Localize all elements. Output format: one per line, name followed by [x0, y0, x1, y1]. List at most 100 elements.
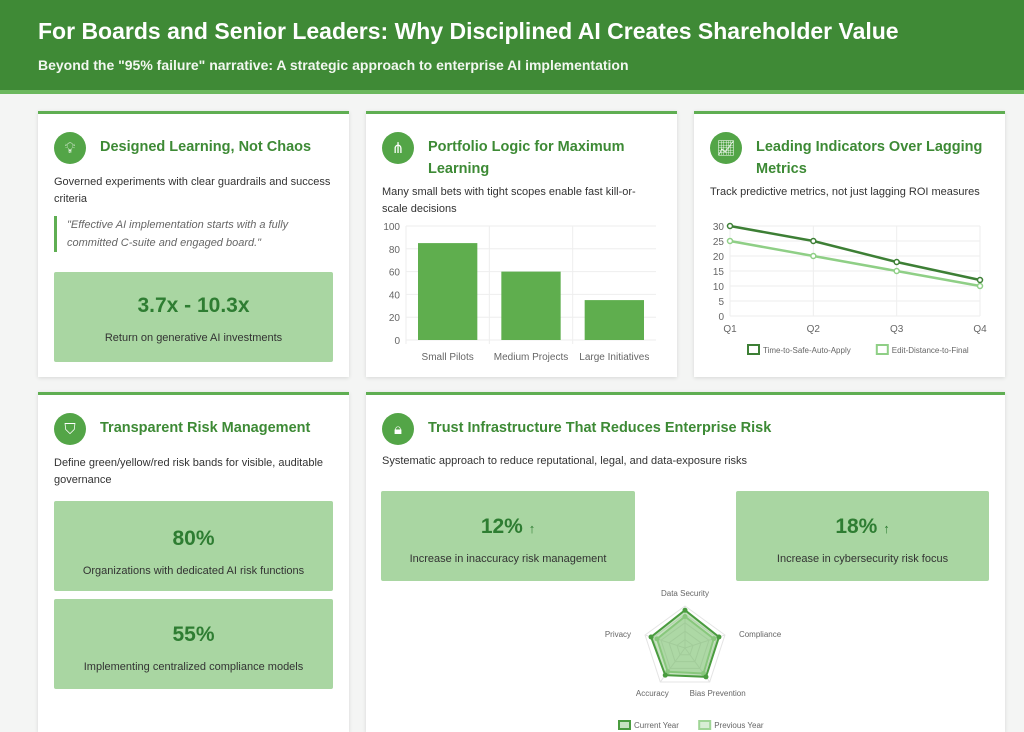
series-area: [655, 615, 715, 675]
stat-box: 3.7x - 10.3x Return on generative AI inv…: [54, 272, 333, 362]
stat-label: Increase in inaccuracy risk management: [409, 553, 607, 565]
data-point: [682, 614, 688, 619]
stat-label: Organizations with dedicated AI risk fun…: [82, 565, 305, 577]
axis-label: Privacy: [605, 630, 631, 639]
stat-label: Increase in cybersecurity risk focus: [776, 553, 949, 565]
x-tick-label: Q2: [807, 324, 821, 335]
data-point: [893, 267, 900, 275]
card-title: Trust Infrastructure That Reduces Enterp…: [428, 420, 772, 436]
radar-grid: [676, 638, 694, 656]
stat-box: 18% ↑ Increase in cybersecurity risk foc…: [736, 491, 989, 581]
radar-grid: [644, 605, 726, 683]
bar-chart: 0 20 40 60 80 100 Small Pilots Medium Projects L…: [383, 222, 656, 363]
y-tick-label: 5: [718, 297, 724, 308]
legend-label: Edit-Distance-to-Final: [892, 346, 969, 355]
bar: [584, 300, 644, 340]
card-description: Track predictive metrics, not just laggi…: [710, 186, 980, 198]
quote: "Effective AI implementation starts with…: [54, 216, 333, 252]
legend-swatch: [698, 720, 712, 730]
y-tick-label: 25: [713, 237, 725, 248]
card-description: Governed experiments with clear guardrai…: [54, 176, 331, 205]
data-point: [893, 258, 900, 266]
data-point: [726, 237, 734, 245]
legend-label: Time-to-Safe-Auto-Apply: [763, 346, 851, 355]
x-tick-label: Small Pilots: [422, 352, 474, 363]
card-title: Portfolio Logic for Maximum Learning: [428, 139, 625, 177]
data-point: [810, 237, 817, 245]
data-point: [662, 672, 668, 678]
card-description: Define green/yellow/red risk bands for v…: [54, 457, 324, 486]
bar: [501, 271, 561, 340]
y-tick-label: 80: [389, 245, 401, 256]
stat-value: 55%: [172, 623, 215, 646]
y-tick-label: 60: [389, 268, 401, 279]
data-point: [810, 252, 817, 260]
axis-label: Data Security: [661, 589, 709, 598]
data-point: [726, 222, 734, 230]
x-tick-label: Q3: [890, 324, 904, 335]
stat-value: 3.7x - 10.3x: [137, 294, 250, 317]
stat-value: 18%: [835, 515, 878, 538]
stat-value: 80%: [172, 527, 215, 550]
radar-chart: Data Security Compliance Bias Prevention Ac…: [605, 589, 782, 730]
series-line: [729, 224, 981, 282]
line-chart: 0 5 10 15 20 25 30 Q1 Q2 Q3 Q4 Time-to-Safe-Auto-Ap…: [713, 222, 987, 355]
data-point: [976, 282, 984, 290]
series-line: [729, 239, 981, 288]
data-point: [682, 607, 688, 613]
legend-label: Current Year: [634, 721, 679, 730]
x-tick-label: Q4: [973, 324, 987, 335]
stat-box: 55% Implementing centralized compliance …: [54, 599, 333, 689]
card-title: Transparent Risk Management: [100, 420, 311, 436]
network-icon: ⋔: [382, 132, 414, 164]
data-point: [711, 636, 717, 642]
axis-label: Bias Prevention: [690, 689, 746, 698]
card-leading-indicators: 📈︎ Leading Indicators Over Lagging Metric…: [694, 111, 1005, 377]
y-tick-label: 0: [718, 312, 724, 323]
x-tick-label: Medium Projects: [494, 352, 568, 363]
series-area: [649, 608, 721, 678]
data-point: [703, 674, 709, 680]
data-point: [716, 634, 722, 640]
y-tick-label: 20: [389, 313, 401, 324]
stat-label: Return on generative AI investments: [104, 332, 283, 344]
radar-grid: [668, 630, 702, 663]
legend-swatch: [875, 344, 889, 355]
lock-icon: 🔒︎: [382, 413, 414, 445]
y-tick-label: 0: [394, 336, 400, 347]
page-header: For Boards and Senior Leaders: Why Disci…: [0, 0, 1024, 94]
card-trust-infrastructure: 🔒︎ Trust Infrastructure That Reduces Ente…: [366, 392, 1005, 732]
data-point: [976, 276, 984, 284]
card-risk-management: ⛉ Transparent Risk Management Define gree…: [38, 392, 349, 732]
y-tick-label: 30: [713, 222, 725, 233]
y-tick-label: 10: [713, 282, 725, 293]
lightbulb-icon: 💡︎: [54, 132, 86, 164]
axis-label: Compliance: [739, 630, 782, 639]
x-tick-label: Large Initiatives: [579, 352, 649, 363]
page-subtitle: Beyond the "95% failure" narrative: A st…: [38, 57, 629, 73]
chart-line-icon: 📈︎: [710, 132, 742, 164]
shield-icon: ⛉: [54, 413, 86, 445]
data-point: [654, 636, 660, 642]
arrow-up-icon: ↑: [528, 521, 536, 536]
arrow-up-icon: ↑: [883, 521, 890, 536]
page-title: For Boards and Senior Leaders: Why Disci…: [38, 18, 899, 44]
card-designed-learning: 💡︎ Designed Learning, Not Chaos Governed …: [38, 111, 349, 377]
x-tick-label: Q1: [723, 324, 737, 335]
legend-swatch: [747, 344, 760, 355]
card-portfolio-logic: ⋔ Portfolio Logic for Maximum Learning Ma…: [366, 111, 677, 377]
axis-label: Accuracy: [636, 689, 669, 698]
legend-swatch: [618, 720, 631, 730]
stat-value: 12%: [480, 515, 523, 538]
data-point: [648, 634, 654, 640]
stat-box: 12% ↑ Increase in inaccuracy risk manage…: [381, 491, 635, 581]
legend-label: Previous Year: [714, 721, 764, 730]
bar: [418, 243, 478, 340]
card-description: Many small bets with tight scopes enable…: [382, 186, 636, 215]
radar-grid: [660, 622, 710, 669]
card-description: Systematic approach to reduce reputation…: [382, 455, 748, 467]
stat-box: 80% Organizations with dedicated AI risk…: [54, 501, 333, 591]
stat-label: Implementing centralized compliance mode…: [83, 661, 304, 673]
y-tick-label: 20: [713, 252, 725, 263]
y-tick-label: 40: [389, 290, 401, 301]
